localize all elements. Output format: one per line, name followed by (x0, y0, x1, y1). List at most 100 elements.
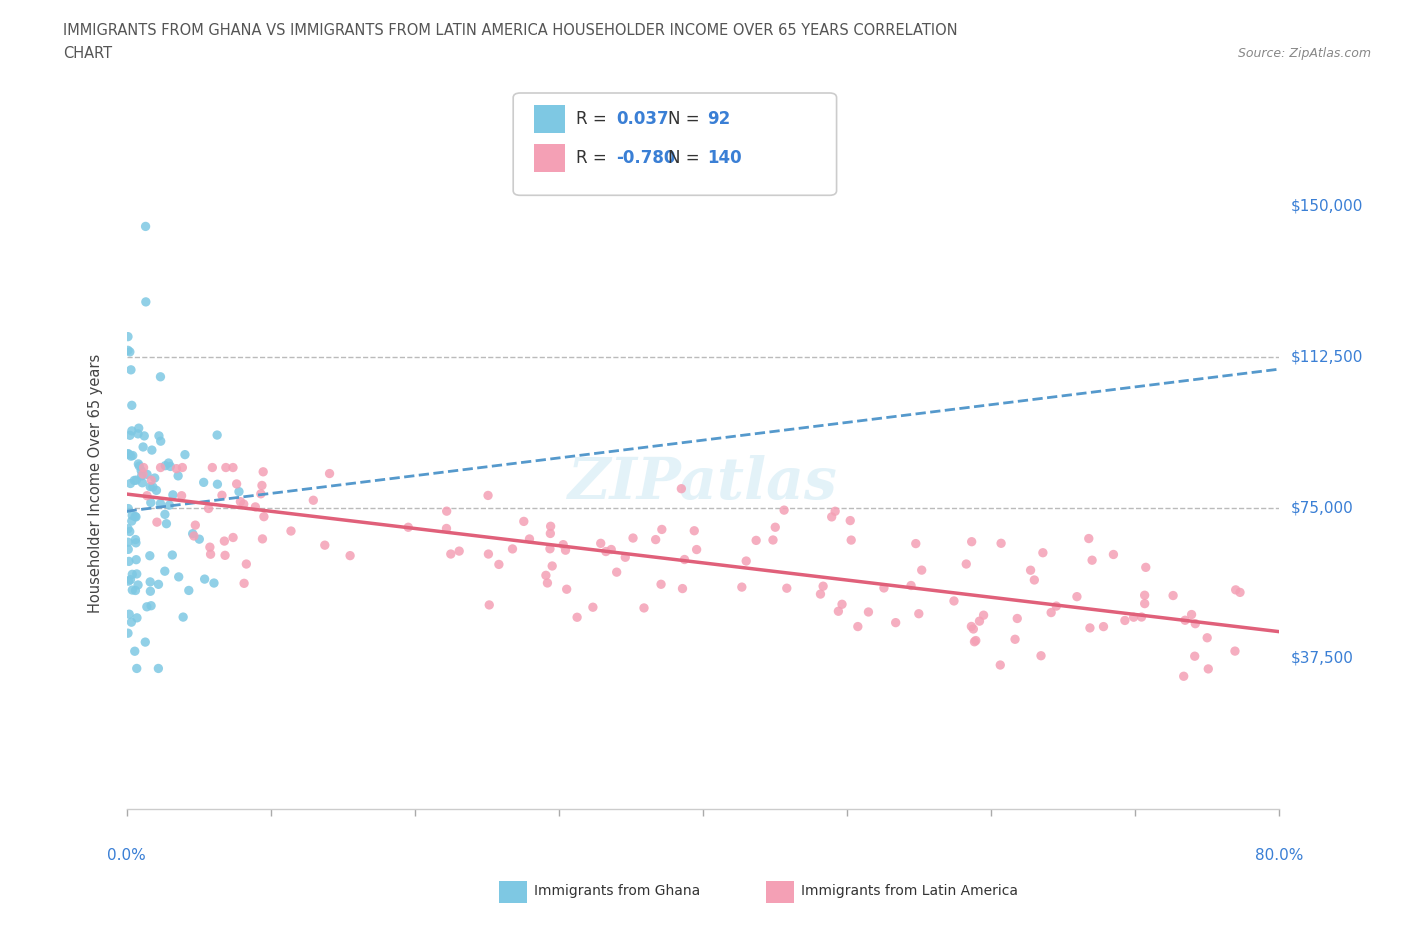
Point (302, 493, 325, 508)
Point (143, 471, 166, 485)
Text: $150,000: $150,000 (1291, 199, 1362, 214)
Point (124, 644, 146, 658)
Point (177, 583, 200, 598)
Point (1173, 669, 1195, 684)
Point (211, 488, 233, 503)
Point (536, 576, 558, 591)
Point (194, 572, 217, 587)
Point (172, 610, 194, 625)
Point (124, 532, 146, 547)
Point (824, 504, 846, 519)
Point (1024, 573, 1046, 588)
Point (685, 542, 707, 557)
Point (907, 606, 929, 621)
Point (139, 584, 162, 599)
Point (538, 541, 561, 556)
Point (129, 463, 152, 478)
Point (314, 538, 336, 552)
Text: 0.0%: 0.0% (107, 848, 146, 863)
Text: Source: ZipAtlas.com: Source: ZipAtlas.com (1237, 46, 1371, 60)
Point (650, 577, 672, 591)
Point (155, 458, 177, 473)
Point (214, 534, 236, 549)
Point (973, 607, 995, 622)
Point (252, 531, 274, 546)
Point (162, 487, 184, 502)
Point (1019, 563, 1042, 578)
Point (538, 526, 561, 541)
Point (139, 479, 162, 494)
Point (440, 547, 463, 562)
Point (1135, 560, 1157, 575)
Point (1045, 599, 1067, 614)
Point (139, 598, 162, 613)
Point (1004, 631, 1026, 646)
Point (683, 524, 706, 538)
Point (962, 621, 984, 636)
Point (1174, 613, 1197, 628)
Point (127, 427, 149, 442)
Point (134, 634, 156, 649)
Point (117, 535, 139, 550)
Point (232, 497, 254, 512)
Point (1161, 588, 1184, 603)
Point (488, 557, 510, 572)
Point (149, 433, 172, 448)
Point (117, 329, 139, 344)
Point (396, 520, 419, 535)
Point (128, 420, 150, 435)
Point (117, 574, 139, 589)
Point (120, 572, 142, 587)
Point (250, 486, 273, 501)
Text: 0.037: 0.037 (616, 110, 668, 128)
Point (157, 456, 180, 471)
Point (911, 563, 934, 578)
Text: $112,500: $112,500 (1291, 350, 1362, 365)
Point (988, 658, 1011, 672)
Point (134, 429, 156, 444)
Point (745, 533, 768, 548)
Point (965, 633, 987, 648)
Text: 140: 140 (707, 149, 742, 167)
Point (132, 440, 155, 455)
Point (943, 593, 966, 608)
Point (233, 576, 256, 591)
Point (125, 610, 148, 625)
Point (118, 428, 141, 443)
Point (118, 525, 141, 539)
Text: N =: N = (668, 149, 704, 167)
Point (253, 510, 276, 525)
Point (121, 508, 143, 523)
Point (120, 363, 142, 378)
Point (1077, 531, 1099, 546)
Point (193, 475, 215, 490)
Point (167, 569, 190, 584)
Point (198, 539, 221, 554)
Point (1133, 596, 1156, 611)
Point (136, 467, 159, 482)
Point (117, 446, 139, 461)
Point (139, 549, 162, 564)
Point (141, 443, 163, 458)
Point (121, 567, 143, 582)
Point (120, 615, 142, 630)
Point (600, 542, 623, 557)
Point (148, 429, 170, 444)
Point (318, 466, 340, 481)
Point (215, 460, 238, 475)
Point (884, 616, 907, 631)
Point (1197, 661, 1219, 676)
Point (565, 610, 588, 625)
Point (478, 597, 501, 612)
Point (960, 619, 983, 634)
Point (166, 461, 188, 476)
Point (125, 510, 148, 525)
Point (990, 536, 1012, 551)
Point (127, 578, 149, 592)
Text: R =: R = (576, 149, 613, 167)
Point (117, 501, 139, 516)
Point (135, 599, 157, 614)
Point (773, 503, 796, 518)
Point (1032, 545, 1054, 560)
Point (153, 507, 176, 522)
